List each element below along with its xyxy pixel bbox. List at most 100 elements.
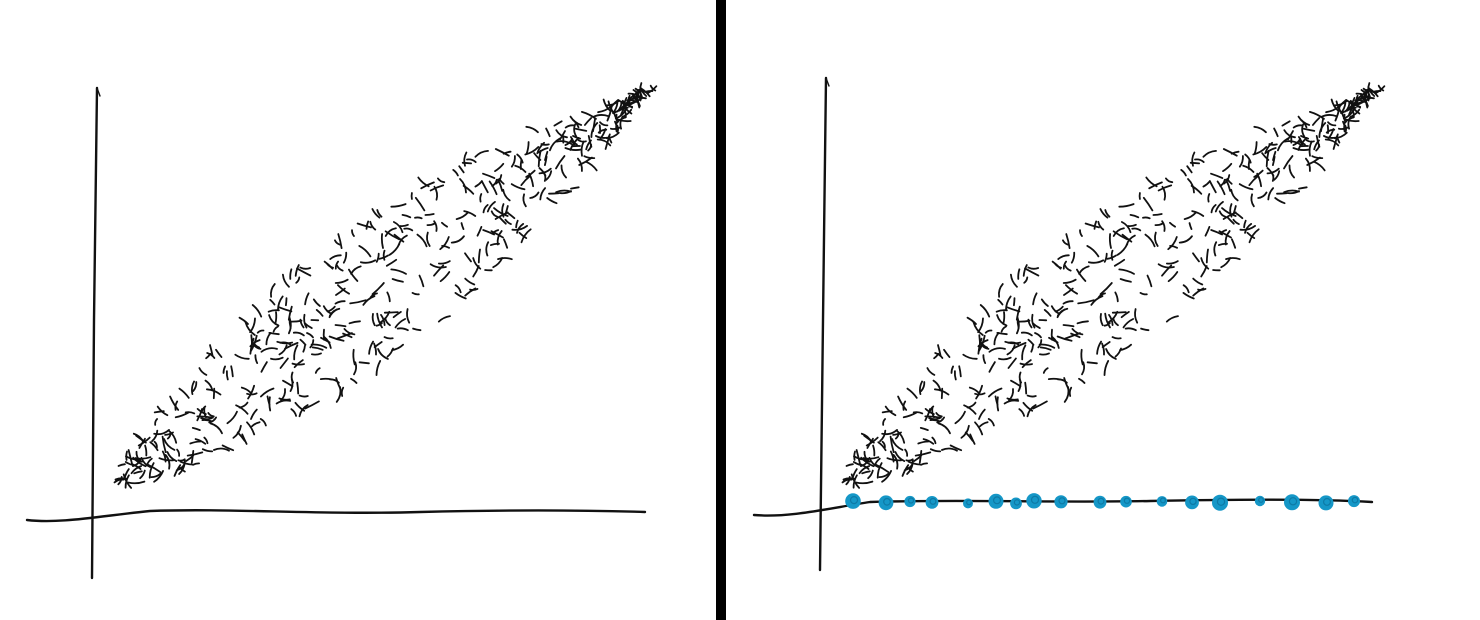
scatter-stroke [401,214,412,219]
scatter-stroke [902,411,918,419]
scatter-stroke [515,219,519,229]
scatter-stroke [382,249,386,261]
scatter-stroke [1302,127,1316,132]
scatter-stroke [439,271,451,283]
scatter-stroke [1104,312,1111,329]
scatter-stroke [1099,313,1104,327]
scatter-stroke [1226,216,1235,225]
scatter-stroke [1230,188,1239,202]
scatter-stroke [329,307,341,317]
scatter-stroke [497,257,513,261]
scatter-stroke [184,411,196,415]
scatter-stroke [520,175,531,186]
scatter-stroke [439,236,450,251]
scatter-stroke [934,352,944,359]
scatter-stroke [482,204,489,214]
scatter-stroke [384,227,397,237]
scatter-stroke [260,387,275,398]
scatter-stroke [1007,357,1017,369]
scatter-stroke [1099,282,1113,296]
blue-dot [1212,494,1228,511]
scatter-stroke [154,418,158,426]
scatter-stroke [1311,155,1324,160]
scatter-stroke [1305,139,1315,143]
scatter-stroke [891,438,904,451]
scatter-stroke [269,298,276,306]
scatter-stroke [926,367,936,376]
scatter-stroke [1027,338,1035,346]
scatter-stroke [414,196,426,212]
scatter-stroke [1277,137,1289,152]
scatter-stroke [429,263,447,269]
blue-dot [925,496,939,509]
scatter-stroke [932,379,942,391]
scatter-stroke [1134,308,1139,324]
scatter-stroke [250,408,258,420]
scatter-stroke [1216,180,1226,196]
scatter-stroke [1027,266,1040,270]
scatter-stroke [466,158,477,163]
scatter-stroke [201,419,213,423]
scatter-stroke [1231,238,1237,249]
scatter-stroke [917,440,930,445]
scatter-stroke [936,416,945,424]
left-panel [25,82,658,580]
scatter-stroke [511,225,528,231]
scatter-stroke [1309,111,1325,120]
scatter-stroke [153,470,164,483]
scatter-stroke [406,308,411,324]
scatter-stroke [348,320,361,325]
scatter-stroke [621,99,628,110]
scatter-stroke [580,140,585,157]
scatter-stroke [906,458,914,475]
scatter-stroke [1357,97,1371,106]
scatter-stroke [865,436,879,447]
scatter-stroke [881,440,886,449]
scatter-stroke [553,120,563,127]
x-axis [25,509,647,523]
scatter-stroke [1253,169,1264,178]
scatter-stroke [1064,264,1072,272]
scatter-stroke [1165,315,1179,323]
scatter-stroke [1139,292,1148,296]
scatter-stroke [555,129,568,139]
scatter-stroke [879,429,887,443]
scatter-stroke [1222,162,1233,172]
scatter-stroke [555,140,573,145]
scatter-stroke [246,392,258,396]
scatter-stroke [954,410,966,425]
scatter-stroke [1301,123,1306,138]
scatter-stroke [1111,336,1122,340]
scatter-stroke [1320,114,1338,118]
scatter-stroke [280,388,286,402]
scatter-stroke [185,454,195,462]
scatter-stroke [334,324,347,328]
scatter-stroke [545,127,551,138]
scatter-stroke [1056,335,1073,342]
scatter-stroke [287,305,293,321]
scatter-stroke [998,356,1012,361]
scatter-stroke [304,400,320,410]
scatter-stroke [1062,239,1069,246]
scatter-stroke [1232,218,1240,225]
scatter-stroke [362,295,376,306]
scatter-stroke [1108,314,1114,326]
scatter-stroke [545,170,553,181]
scatter-stroke [953,370,957,381]
scatter-stroke [503,238,509,249]
scatter-stroke [455,211,469,220]
scatter-stroke [1161,220,1166,232]
scatter-stroke [1292,124,1303,129]
scatter-stroke [1154,231,1159,247]
scatter-stroke [862,456,880,460]
scatter-stroke [1169,221,1176,228]
scatter-stroke [153,440,158,449]
scatter-stroke [1246,231,1256,239]
scatter-stroke [350,377,358,384]
scatter-stroke [1022,264,1028,277]
scatter-stroke [1188,222,1193,230]
scatter-stroke [570,186,580,190]
scatter-stroke [920,381,926,392]
scatter-stroke [215,348,223,358]
scatter-stroke [1238,155,1244,168]
